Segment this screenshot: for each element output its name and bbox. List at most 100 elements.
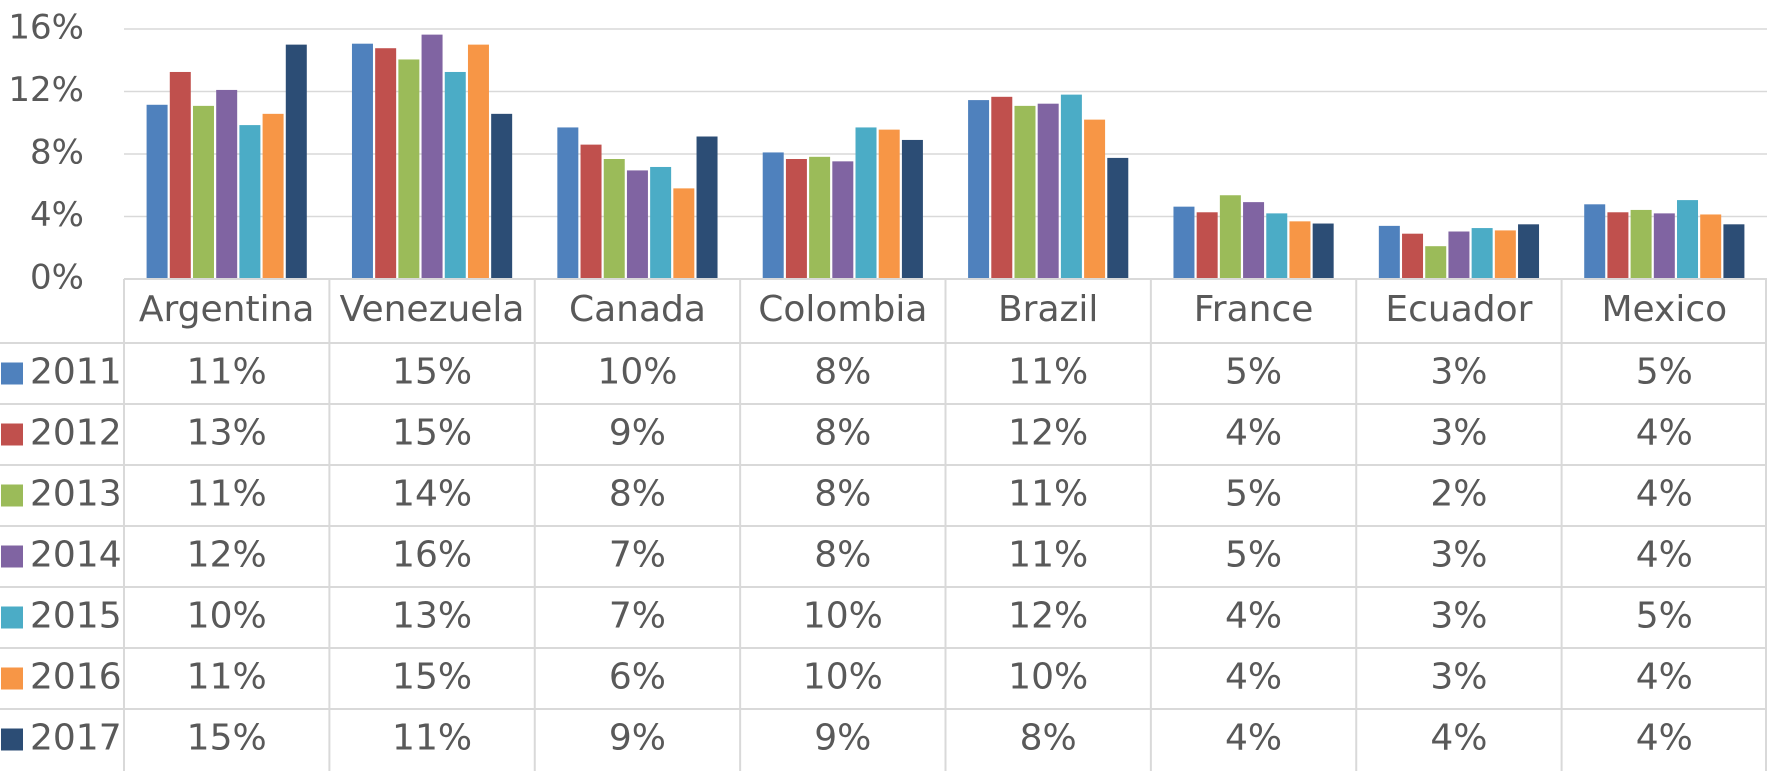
table-cell: 11%: [187, 352, 267, 393]
bar: [1653, 213, 1675, 279]
legend-key: [1, 545, 23, 568]
table-cell: 4%: [1636, 718, 1693, 759]
bar: [467, 44, 489, 279]
bar: [1584, 204, 1606, 279]
y-tick-label: 8%: [30, 133, 84, 173]
legend-label: 2011: [30, 352, 122, 393]
table-cell: 11%: [187, 657, 267, 698]
y-tick-label: 0%: [30, 258, 84, 298]
legend-label: 2017: [30, 718, 122, 759]
table-cell: 12%: [1008, 596, 1088, 637]
bar: [1723, 224, 1745, 279]
bar: [1471, 228, 1493, 279]
bar: [1630, 209, 1652, 279]
bar: [603, 159, 625, 279]
table-cell: 15%: [392, 413, 472, 454]
bar: [580, 144, 602, 279]
table-cell: 5%: [1636, 596, 1693, 637]
table-cell: 7%: [609, 535, 666, 576]
table-cell: 8%: [609, 474, 666, 515]
table-cell: 5%: [1636, 352, 1693, 393]
bar: [901, 139, 923, 279]
x-tick-label: Canada: [569, 289, 706, 330]
x-tick-label: Mexico: [1601, 289, 1727, 330]
bar: [1607, 212, 1629, 279]
bar: [626, 170, 648, 279]
legend-label: 2014: [30, 535, 122, 576]
x-tick-label: Colombia: [758, 289, 927, 330]
bar: [491, 113, 513, 279]
bar: [444, 71, 466, 279]
bar: [1312, 223, 1334, 279]
legend-key: [1, 362, 23, 385]
table-cell: 10%: [803, 596, 883, 637]
table-cell: 11%: [187, 474, 267, 515]
table-cell: 3%: [1430, 596, 1487, 637]
table-cell: 5%: [1225, 535, 1282, 576]
table-cell: 4%: [1636, 657, 1693, 698]
bar: [696, 136, 718, 279]
legend-label: 2016: [30, 657, 122, 698]
bar: [1084, 119, 1106, 279]
table-cell: 15%: [187, 718, 267, 759]
table-cell: 4%: [1225, 596, 1282, 637]
bar: [351, 43, 373, 279]
bar: [1402, 233, 1424, 279]
y-tick-label: 16%: [8, 8, 84, 48]
bar: [146, 104, 168, 279]
bar: [1037, 103, 1059, 279]
table-cell: 11%: [392, 718, 472, 759]
bar: [762, 152, 784, 279]
table-cell: 9%: [609, 413, 666, 454]
bar: [968, 100, 990, 279]
bar: [1173, 206, 1195, 279]
y-tick-label: 12%: [8, 70, 84, 110]
table-cell: 4%: [1636, 413, 1693, 454]
table-cell: 4%: [1636, 535, 1693, 576]
table-cell: 11%: [1008, 535, 1088, 576]
table-cell: 3%: [1430, 413, 1487, 454]
bar: [1243, 202, 1265, 279]
table-cell: 4%: [1225, 718, 1282, 759]
bar: [855, 127, 877, 279]
table-cell: 7%: [609, 596, 666, 637]
bar: [1289, 221, 1311, 279]
table-cell: 13%: [187, 413, 267, 454]
bar: [239, 125, 261, 279]
table-cell: 4%: [1225, 657, 1282, 698]
x-tick-label: France: [1194, 289, 1314, 330]
table-cell: 4%: [1430, 718, 1487, 759]
bar: [398, 59, 420, 279]
table-cell: 14%: [392, 474, 472, 515]
bar: [1448, 231, 1470, 279]
bar: [1266, 213, 1288, 279]
table-cell: 4%: [1225, 413, 1282, 454]
bar: [421, 34, 443, 279]
x-tick-label: Venezuela: [340, 289, 525, 330]
bar: [1378, 225, 1400, 279]
table-cell: 9%: [609, 718, 666, 759]
bar: [1219, 195, 1241, 279]
x-tick-label: Brazil: [998, 289, 1098, 330]
legend-label: 2015: [30, 596, 122, 637]
table-cell: 3%: [1430, 352, 1487, 393]
table-cell: 15%: [392, 657, 472, 698]
table-cell: 9%: [814, 718, 871, 759]
table-cell: 2%: [1430, 474, 1487, 515]
legend-key: [1, 484, 23, 507]
table-cell: 5%: [1225, 474, 1282, 515]
legend-key: [1, 728, 23, 751]
table-cell: 8%: [814, 474, 871, 515]
table-cell: 12%: [1008, 413, 1088, 454]
table-cell: 12%: [187, 535, 267, 576]
bar: [832, 161, 854, 279]
bar: [1060, 94, 1082, 279]
bar: [1518, 224, 1540, 279]
table-cell: 10%: [803, 657, 883, 698]
bar: [1677, 200, 1699, 279]
bar: [785, 159, 807, 279]
bar: [192, 105, 214, 279]
table-cell: 8%: [1020, 718, 1077, 759]
x-tick-label: Ecuador: [1385, 289, 1532, 330]
